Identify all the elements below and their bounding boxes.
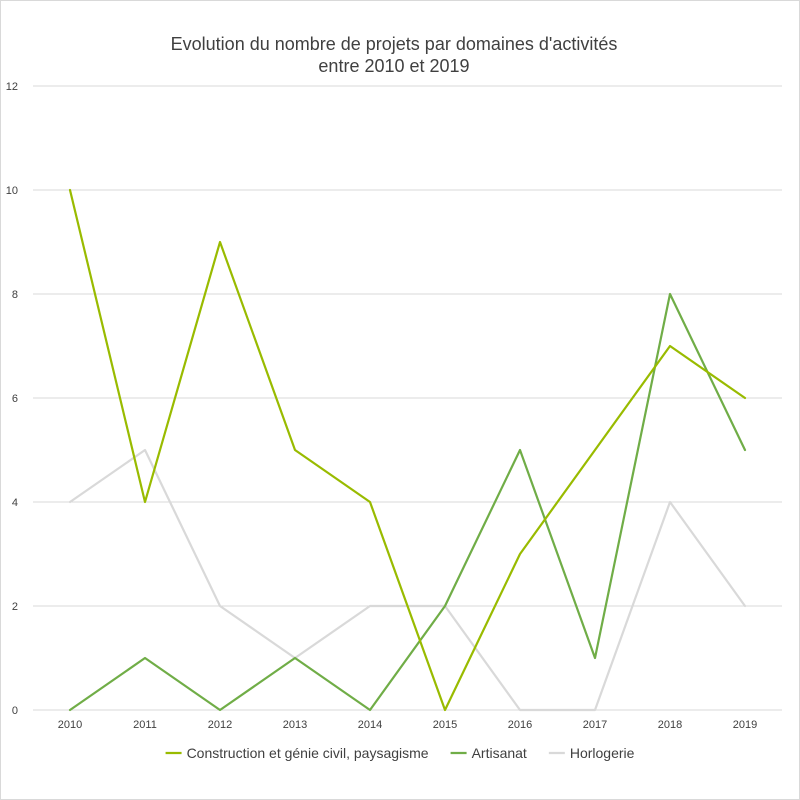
legend-label-1: Artisanat — [472, 745, 527, 761]
legend: Construction et génie civil, paysagisme A… — [165, 745, 635, 761]
x-axis-tick-labels: 2010 2011 2012 2013 2014 2015 2016 2017 2018 2019 — [58, 719, 757, 731]
series-line-2 — [68, 448, 747, 712]
x-tick-label: 2019 — [733, 719, 757, 731]
x-tick-label: 2010 — [58, 719, 82, 731]
y-tick-label: 2 — [12, 601, 18, 613]
x-tick-label: 2015 — [433, 719, 457, 731]
chart-title-line-2: entre 2010 et 2019 — [318, 56, 469, 76]
x-tick-label: 2012 — [208, 719, 232, 731]
x-tick-label: 2018 — [658, 719, 682, 731]
legend-label-2: Horlogerie — [570, 745, 635, 761]
x-tick-label: 2013 — [283, 719, 307, 731]
series-line-1 — [68, 292, 747, 712]
y-tick-label: 4 — [12, 497, 18, 509]
y-axis-tick-labels: 0 2 4 6 8 10 12 — [6, 81, 18, 717]
y-tick-label: 10 — [6, 185, 18, 197]
chart-title-line-1: Evolution du nombre de projets par domai… — [171, 34, 618, 54]
x-tick-label: 2011 — [133, 719, 157, 731]
y-tick-label: 12 — [6, 81, 18, 93]
series-line-0 — [68, 188, 747, 712]
y-tick-label: 0 — [12, 705, 18, 717]
gridlines — [33, 85, 782, 711]
series-lines — [68, 188, 747, 712]
x-tick-label: 2014 — [358, 719, 382, 731]
legend-label-0: Construction et génie civil, paysagisme — [187, 745, 429, 761]
x-tick-label: 2016 — [508, 719, 532, 731]
y-tick-label: 8 — [12, 289, 18, 301]
y-tick-label: 6 — [12, 393, 18, 405]
x-tick-label: 2017 — [583, 719, 607, 731]
